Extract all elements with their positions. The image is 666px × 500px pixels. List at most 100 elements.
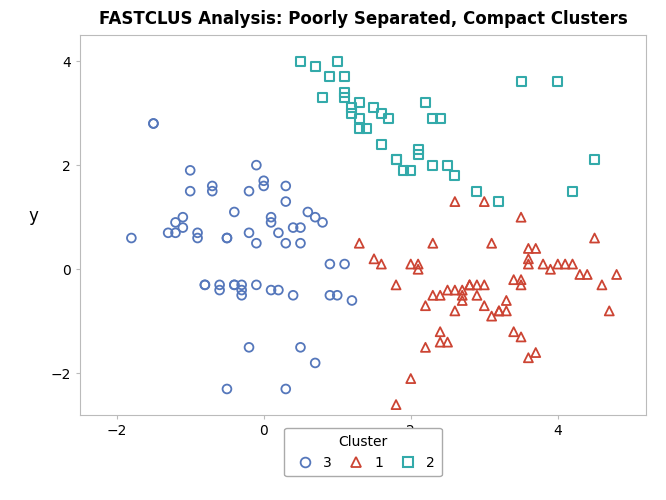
Y-axis label: y: y: [29, 207, 39, 225]
Point: [442, 338, 453, 346]
Point: [251, 239, 262, 247]
Point: [413, 260, 424, 268]
Point: [295, 344, 306, 351]
Point: [420, 344, 431, 351]
Point: [435, 338, 446, 346]
Point: [236, 292, 247, 300]
Point: [178, 213, 188, 221]
Point: [317, 218, 328, 226]
Point: [339, 94, 350, 102]
Point: [450, 286, 460, 294]
Point: [391, 156, 402, 164]
Point: [494, 307, 504, 315]
Point: [229, 281, 240, 289]
Point: [494, 198, 504, 205]
Point: [479, 281, 490, 289]
Point: [192, 229, 203, 237]
Point: [515, 78, 526, 86]
Point: [163, 229, 173, 237]
Point: [457, 286, 468, 294]
Point: [501, 296, 511, 304]
Point: [515, 333, 526, 341]
Point: [222, 385, 232, 393]
Point: [192, 234, 203, 242]
Point: [170, 229, 181, 237]
Point: [273, 286, 284, 294]
Point: [346, 296, 357, 304]
Point: [472, 187, 482, 195]
Point: [310, 359, 320, 367]
Point: [362, 124, 372, 132]
Point: [324, 292, 335, 300]
Point: [553, 78, 563, 86]
Point: [450, 198, 460, 205]
Point: [346, 104, 357, 112]
Point: [354, 124, 364, 132]
Point: [435, 292, 446, 300]
Point: [369, 255, 380, 263]
Point: [523, 244, 533, 252]
Title: FASTCLUS Analysis: Poorly Separated, Compact Clusters: FASTCLUS Analysis: Poorly Separated, Com…: [99, 10, 627, 28]
Point: [266, 218, 276, 226]
Point: [567, 260, 578, 268]
Point: [435, 114, 446, 122]
Point: [200, 281, 210, 289]
Point: [295, 57, 306, 65]
Point: [515, 213, 526, 221]
Point: [354, 98, 364, 106]
Point: [523, 255, 533, 263]
Point: [428, 239, 438, 247]
Point: [486, 239, 497, 247]
Point: [376, 260, 387, 268]
Point: [244, 229, 254, 237]
Point: [376, 109, 387, 117]
Point: [523, 354, 533, 362]
Point: [442, 161, 453, 169]
Point: [185, 187, 196, 195]
Point: [288, 292, 298, 300]
Point: [236, 281, 247, 289]
Point: [406, 166, 416, 174]
Point: [420, 98, 431, 106]
Point: [126, 234, 137, 242]
Point: [339, 72, 350, 80]
Point: [302, 208, 313, 216]
Point: [332, 292, 342, 300]
Point: [258, 182, 269, 190]
Point: [288, 224, 298, 232]
Point: [280, 385, 291, 393]
Point: [222, 234, 232, 242]
Point: [486, 312, 497, 320]
Point: [508, 276, 519, 283]
Point: [339, 260, 350, 268]
Point: [207, 187, 218, 195]
Point: [170, 218, 181, 226]
Point: [413, 150, 424, 158]
Point: [575, 270, 585, 278]
Point: [339, 88, 350, 96]
Point: [501, 307, 511, 315]
Point: [582, 270, 593, 278]
Point: [280, 198, 291, 205]
Point: [229, 281, 240, 289]
X-axis label: x: x: [358, 444, 368, 462]
Point: [214, 281, 225, 289]
Point: [597, 281, 607, 289]
Point: [280, 239, 291, 247]
Point: [420, 302, 431, 310]
Point: [148, 120, 159, 128]
Point: [236, 286, 247, 294]
Point: [428, 161, 438, 169]
Point: [266, 286, 276, 294]
Point: [324, 260, 335, 268]
Point: [428, 114, 438, 122]
Point: [207, 182, 218, 190]
Point: [244, 344, 254, 351]
Point: [229, 208, 240, 216]
Point: [391, 400, 402, 408]
Point: [310, 213, 320, 221]
Point: [457, 296, 468, 304]
Point: [178, 224, 188, 232]
Point: [251, 161, 262, 169]
Point: [464, 281, 475, 289]
